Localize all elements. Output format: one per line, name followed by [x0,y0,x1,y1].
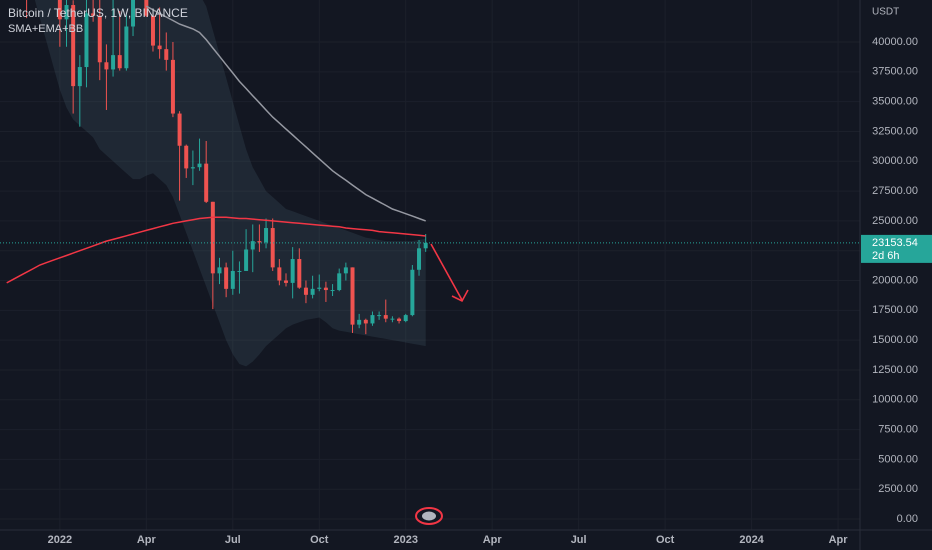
candle-body [390,318,395,320]
candle-body [230,270,235,289]
y-tick-label: 35000.00 [872,96,918,108]
candle-body [190,167,195,169]
y-tick-label: 12500.00 [872,364,918,376]
candle-body [97,15,102,63]
candle-body [150,15,155,46]
candle-body [357,319,362,325]
candle-body [257,241,262,243]
y-axis-label: USDT [872,7,899,18]
candle-body [383,315,388,319]
candle-body [337,273,342,291]
candle-body [264,228,269,243]
candle-body [377,315,382,317]
indicator-line [145,5,426,222]
bollinger-band [34,0,426,367]
candle-body [184,145,189,169]
y-tick-label: 25000.00 [872,215,918,227]
candle-body [177,113,182,146]
y-tick-label: 7500.00 [878,423,918,435]
candle-body [64,5,69,20]
candle-body [290,259,295,283]
arrow-annotation [430,243,469,303]
candle-body [217,267,222,274]
y-tick-label: 10000.00 [872,394,918,406]
price-tag-value: 23153.54 [872,237,918,249]
candle-body [277,267,282,281]
y-tick-label: 2500.00 [878,483,918,495]
candle-body [104,62,109,70]
price-tag-countdown: 2d 6h [872,250,900,262]
candle-body [270,228,275,268]
y-tick-label: 32500.00 [872,125,918,137]
candle-body [363,319,368,324]
candle-body [144,0,149,16]
x-tick-label: 2022 [48,534,72,546]
y-tick-label: 17500.00 [872,304,918,316]
candle-body [124,26,129,69]
x-tick-label: 2023 [393,534,417,546]
candle-body [164,49,169,60]
candle-body [117,55,122,69]
candle-body [244,249,249,271]
candle-body [77,67,82,87]
candle-body [330,290,335,292]
candle-body [71,5,76,87]
candle-body [370,315,375,324]
x-tick-label: Oct [656,534,675,546]
candle-body [417,248,422,270]
candle-body [111,55,116,70]
y-tick-label: 5000.00 [878,453,918,465]
candle-body [204,163,209,202]
chart-title: Bitcoin / TetherUS, 1W, BINANCE [8,6,188,20]
candle-body [303,287,308,295]
y-tick-label: 37500.00 [872,66,918,78]
y-tick-label: 0.00 [897,513,918,525]
y-tick-label: 27500.00 [872,185,918,197]
candle-body [410,269,415,316]
y-tick-label: 15000.00 [872,334,918,346]
candle-body [84,13,89,68]
indicator-line [6,216,426,284]
y-tick-label: 20000.00 [872,274,918,286]
candle-body [317,287,322,289]
grid [0,0,860,530]
plot-area [6,0,428,367]
y-tick-label: 30000.00 [872,155,918,167]
candle-body [210,201,215,274]
price-tag [861,234,932,263]
candle-body [423,242,428,249]
x-tick-label: Oct [310,534,329,546]
candle-body [224,267,229,289]
candle-body [250,241,255,250]
candle-body [397,318,402,322]
x-tick-label: Apr [137,534,157,546]
indicator-legend: SMA+EMA+BB [8,23,83,35]
candle-body [310,288,315,295]
candle-body [170,59,175,114]
x-tick-label: Jul [225,534,241,546]
x-tick-label: Apr [829,534,849,546]
candle-body [197,163,202,168]
candle-body [297,259,302,288]
candle-body [237,270,242,272]
candle-body [403,315,408,322]
x-tick-label: 2024 [739,534,764,546]
event-icon[interactable] [415,507,443,525]
candle-body [284,280,288,283]
axes: 0.00 2500.00 5000.00 7500.00 10000.00 12500.0… [48,36,918,546]
candle-body [57,0,62,20]
x-tick-label: Apr [483,534,503,546]
candle-body [131,0,136,27]
candle-body [157,45,162,50]
candle-body [323,287,328,291]
y-tick-label: 40000.00 [872,36,918,48]
candle-body [343,267,348,274]
x-tick-label: Jul [571,534,587,546]
candle-body [91,13,96,16]
candle-body [350,267,355,325]
